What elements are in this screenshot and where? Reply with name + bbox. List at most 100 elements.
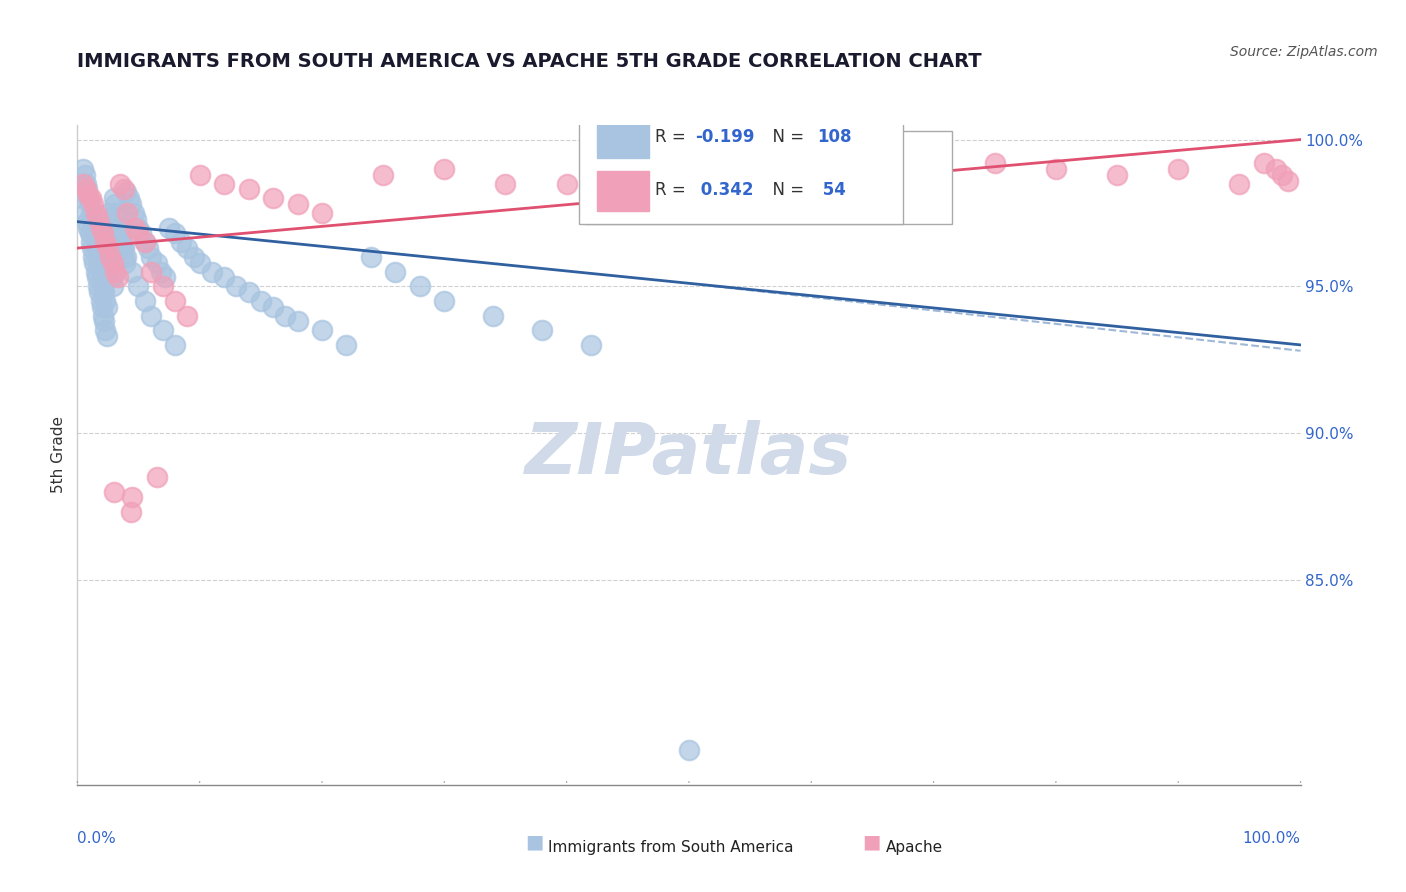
Point [90,300,112,314]
Point [152,323,174,337]
Text: 100.0%: 100.0% [1243,831,1301,847]
Point [146,256,169,270]
Point [87,250,110,264]
Point [311,206,333,220]
Point [287,314,309,328]
Point [139,250,162,264]
Point [82,250,104,264]
Point [98,211,121,226]
Point [139,264,162,278]
Point [110,235,132,250]
Point [98,250,121,264]
Point [262,300,284,314]
Point [922,177,945,191]
Point [1253,156,1275,170]
Point [89,256,111,270]
Point [555,177,578,191]
Point [79,227,101,241]
Y-axis label: 5th Grade: 5th Grade [51,417,66,493]
Point [740,173,762,187]
Point [311,323,333,337]
Point [89,285,111,299]
Point [83,227,105,241]
Point [101,279,124,293]
Point [77,191,100,205]
Point [87,279,110,293]
Point [433,161,456,176]
Text: ■: ■ [524,832,544,851]
Point [212,270,235,285]
Point [94,235,117,250]
Text: IMMIGRANTS FROM SOUTH AMERICA VS APACHE 5TH GRADE CORRELATION CHART: IMMIGRANTS FROM SOUTH AMERICA VS APACHE … [77,53,981,71]
Point [238,182,260,196]
Point [90,264,112,278]
Point [72,161,94,176]
Point [105,220,128,235]
Point [371,168,394,182]
Point [149,264,172,278]
Point [120,197,142,211]
Point [104,264,127,278]
Point [360,250,382,264]
Text: N =: N = [762,128,810,145]
Point [121,491,143,505]
Point [1045,161,1067,176]
Point [90,293,112,308]
Point [146,470,169,484]
Point [176,309,198,323]
Point [1107,168,1129,182]
Point [111,241,134,255]
Point [188,168,211,182]
Text: 0.0%: 0.0% [77,831,117,847]
Point [128,227,150,241]
Point [121,264,143,278]
FancyBboxPatch shape [579,121,903,224]
Point [112,250,135,264]
Point [287,197,309,211]
Point [495,177,517,191]
Point [97,206,120,220]
Point [101,235,124,250]
Text: 108: 108 [817,128,852,145]
Point [262,191,284,205]
FancyBboxPatch shape [585,131,952,224]
Text: Apache: Apache [886,840,943,855]
Point [107,270,129,285]
Point [108,227,131,241]
Point [170,235,193,250]
Point [1277,173,1299,187]
Point [73,168,96,182]
Point [72,177,94,191]
Point [97,241,120,255]
Point [115,186,138,200]
Point [84,206,107,220]
Point [80,206,103,220]
Point [482,309,505,323]
Point [100,270,122,285]
Point [165,293,187,308]
Text: N =: N = [762,180,810,199]
Point [409,279,432,293]
Point [201,264,224,278]
Point [114,256,136,270]
Point [134,235,156,250]
Point [80,241,103,255]
Text: 0.342: 0.342 [695,180,754,199]
Point [617,182,640,196]
Text: Immigrants from South America: Immigrants from South America [548,840,794,855]
Point [1167,161,1189,176]
Text: 54: 54 [817,180,846,199]
Text: -0.199: -0.199 [695,128,755,145]
Point [165,227,187,241]
Point [100,227,122,241]
Point [93,285,115,299]
Point [98,256,121,270]
Point [98,220,121,235]
Point [103,241,125,255]
Point [98,264,121,278]
Point [91,309,114,323]
Point [176,241,198,255]
Point [83,256,105,270]
Point [250,293,273,308]
Point [104,197,127,211]
